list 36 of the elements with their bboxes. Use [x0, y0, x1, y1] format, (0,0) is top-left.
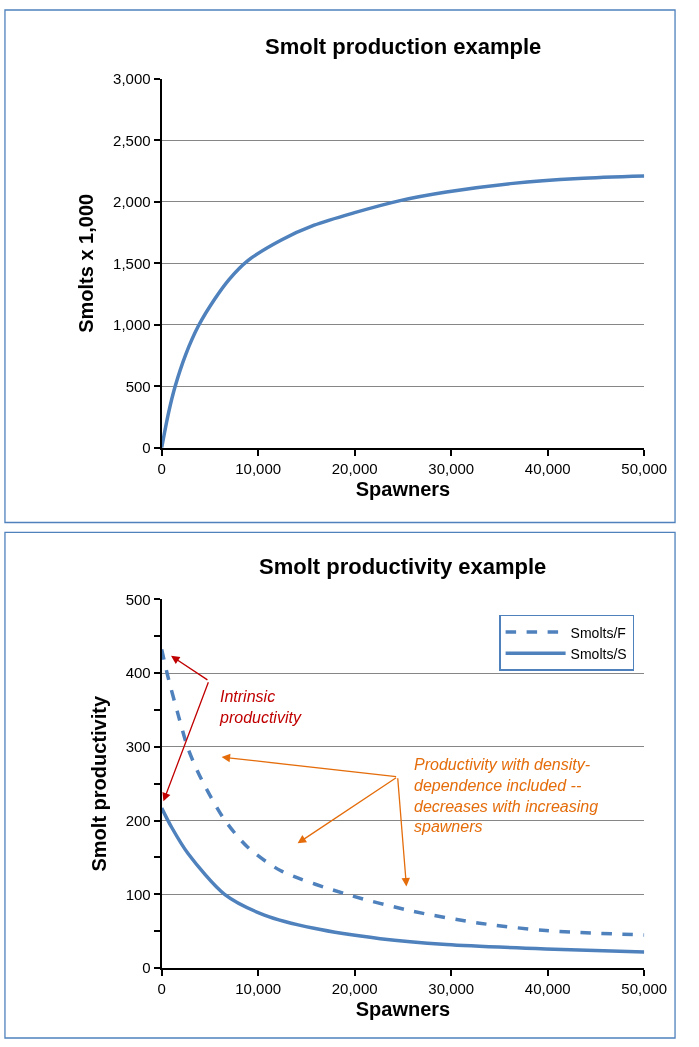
annotation: Productivity with density- dependence included -- decreases with increasing spawners — [414, 756, 599, 836]
chart-title: Smolt production example — [265, 34, 542, 59]
y-tick-label: 1,500 — [113, 254, 151, 272]
chart-title: Smolt productivity example — [259, 554, 547, 579]
x-tick-label: 0 — [157, 980, 166, 998]
x-axis-title: Spawners — [355, 998, 451, 1021]
x-tick-label: 30,000 — [428, 980, 475, 998]
x-axis-title: Spawners — [355, 477, 451, 500]
y-tick-label: 500 — [125, 377, 151, 395]
y-tick-label: 300 — [125, 738, 151, 756]
x-tick-label: 10,000 — [235, 459, 282, 477]
annotation: Intrinsic productivity — [219, 688, 302, 726]
y-tick-label: 2,000 — [113, 193, 151, 211]
y-axis-title: Smolt productivity — [87, 695, 110, 872]
x-tick-label: 40,000 — [524, 980, 571, 998]
legend-label: Smolts/S — [570, 645, 627, 662]
y-tick-label: 400 — [125, 664, 151, 682]
x-tick-label: 20,000 — [331, 980, 378, 998]
y-tick-label: 100 — [125, 885, 151, 903]
x-tick-label: 50,000 — [621, 459, 668, 477]
x-tick-label: 10,000 — [235, 980, 282, 998]
y-axis-title: Smolts x 1,000 — [75, 193, 98, 333]
y-tick-label: 200 — [125, 811, 151, 829]
x-tick-label: 30,000 — [428, 459, 475, 477]
x-tick-label: 20,000 — [331, 459, 378, 477]
legend-label: Smolts/F — [570, 624, 626, 641]
x-tick-label: 40,000 — [524, 459, 571, 477]
y-tick-label: 500 — [125, 590, 151, 608]
x-tick-label: 0 — [157, 459, 166, 477]
y-tick-label: 0 — [142, 959, 151, 977]
y-tick-label: 1,000 — [113, 316, 151, 334]
y-tick-label: 2,500 — [113, 131, 151, 149]
x-tick-label: 50,000 — [621, 980, 668, 998]
line-series — [161, 647, 645, 937]
y-tick-label: 3,000 — [113, 70, 151, 88]
y-tick-label: 0 — [142, 439, 151, 457]
